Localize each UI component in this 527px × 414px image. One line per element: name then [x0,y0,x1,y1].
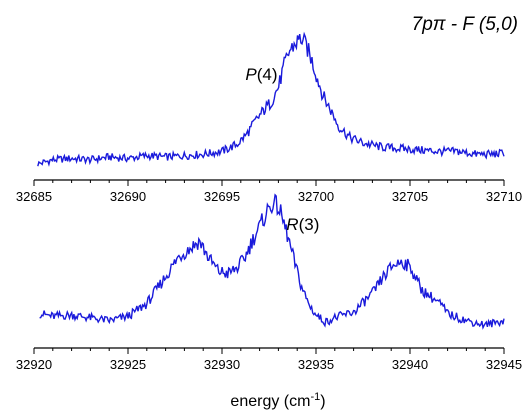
x-tick-label: 32695 [204,189,240,204]
top-peak-annotation: P(4) [245,65,277,84]
x-axis-title: energy (cm-1) [230,391,325,410]
x-tick-label: 32700 [298,189,334,204]
x-tick-label: 32685 [16,189,52,204]
top-ticks: 32685 32690 32695 32700 32705 32710 [16,180,522,204]
figure-label: 7pπ - F (5,0) [412,14,518,35]
bottom-ticks: 32920 32925 32930 32935 32940 32945 [16,348,522,372]
top-spectrum-line [37,31,505,167]
bottom-spectrum-line [39,193,505,330]
top-panel: 32685 32690 32695 32700 32705 32710 P(4) [16,31,522,204]
x-tick-label: 32935 [298,357,334,372]
x-tick-label: 32925 [110,357,146,372]
bottom-peak-annotation: R(3) [286,215,319,234]
x-tick-label: 32705 [392,189,428,204]
x-tick-label: 32710 [486,189,522,204]
x-tick-label: 32690 [110,189,146,204]
x-tick-label: 32920 [16,357,52,372]
x-tick-label: 32940 [392,357,428,372]
x-tick-label: 32945 [486,357,522,372]
x-tick-label: 32930 [204,357,240,372]
bottom-panel: 32920 32925 32930 32935 32940 32945 R(3) [16,193,522,372]
